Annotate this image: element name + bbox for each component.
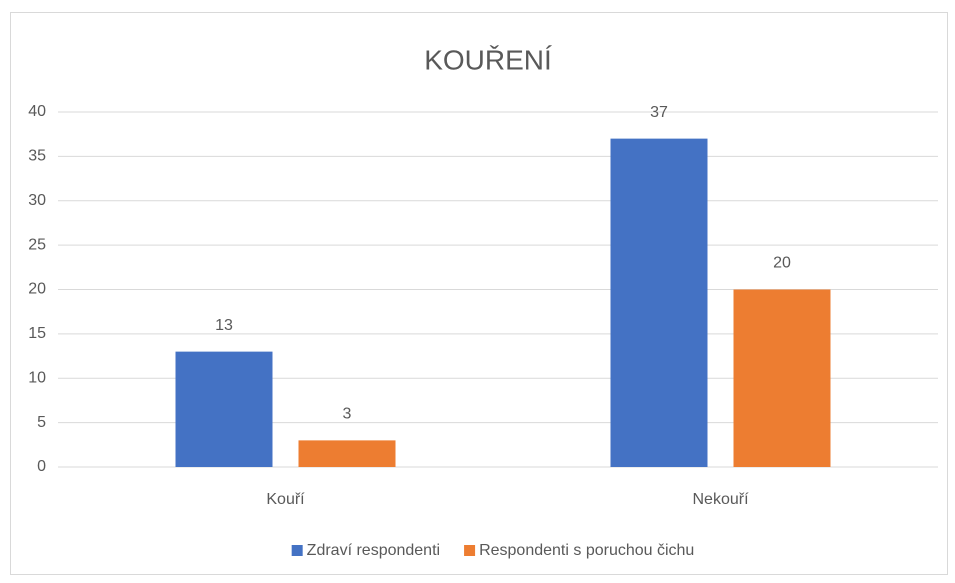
- legend-swatch: [464, 545, 476, 556]
- legend-label: Respondenti s poruchou čichu: [479, 542, 694, 559]
- data-label: 20: [773, 255, 791, 272]
- bar: [610, 138, 708, 467]
- y-tick-label: 30: [28, 192, 46, 209]
- data-label: 3: [343, 406, 352, 423]
- data-label: 37: [650, 104, 668, 121]
- legend-label: Zdraví respondenti: [307, 542, 440, 559]
- chart-title: KOUŘENÍ: [424, 44, 552, 75]
- x-tick-label: Kouří: [266, 491, 305, 508]
- data-label: 13: [215, 317, 233, 334]
- bar: [733, 289, 831, 467]
- legend-swatch: [291, 545, 303, 556]
- y-tick-label: 10: [28, 369, 46, 386]
- y-tick-label: 15: [28, 325, 46, 342]
- bar: [298, 440, 396, 467]
- x-tick-label: Nekouří: [692, 491, 749, 508]
- y-tick-label: 0: [37, 458, 46, 475]
- y-tick-label: 20: [28, 281, 46, 298]
- y-tick-label: 5: [37, 414, 46, 431]
- bar: [175, 351, 273, 467]
- y-tick-label: 25: [28, 236, 46, 253]
- y-tick-label: 40: [28, 103, 46, 120]
- y-tick-label: 35: [28, 148, 46, 165]
